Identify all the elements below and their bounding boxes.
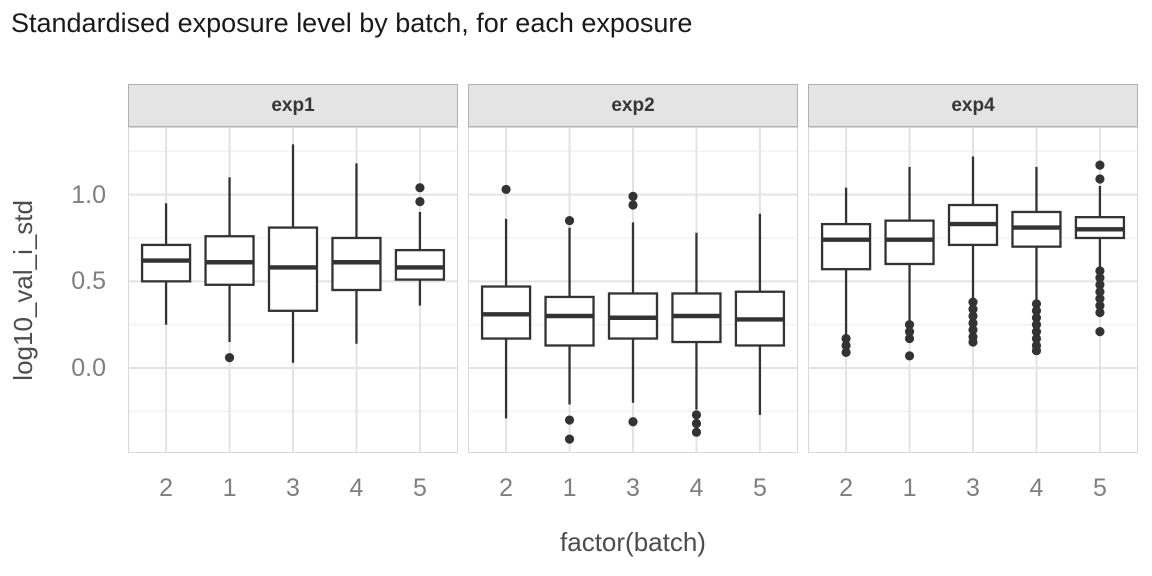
outlier-point: [564, 415, 575, 425]
outlier-point: [841, 347, 851, 358]
outlier-point: [691, 410, 702, 420]
outlier-point: [1095, 287, 1105, 297]
x-tick-label: 4: [1029, 474, 1044, 502]
facet-strip-exp2: exp2: [468, 84, 798, 127]
outlier-point: [904, 333, 915, 344]
y-axis-title: log10_val_i_std: [7, 199, 38, 381]
outlier-point: [224, 353, 235, 363]
facet-strip-exp1: exp1: [128, 84, 458, 127]
facet-panel-exp2: [468, 127, 798, 453]
outlier-point: [904, 351, 915, 361]
x-tick-label: 2: [839, 474, 854, 502]
outlier-point: [968, 311, 978, 321]
outlier-point: [968, 337, 978, 347]
outlier-point: [968, 297, 978, 307]
outlier-point: [1095, 266, 1105, 276]
outlier-point: [1095, 294, 1105, 304]
facet-strip-label: exp1: [271, 94, 315, 116]
outlier-point: [1031, 320, 1042, 330]
x-tick-label: 5: [412, 474, 427, 502]
x-tick-label: 1: [902, 474, 917, 502]
x-tick-label: 5: [752, 474, 767, 502]
boxplot-exp1-batch-4: [331, 163, 382, 344]
outlier-point: [1095, 301, 1105, 311]
outlier-point: [841, 333, 851, 344]
facet-panel-exp4: [808, 127, 1138, 453]
outlier-point: [904, 320, 915, 330]
facet-panel-exp1: [128, 127, 458, 453]
chart-title: Standardised exposure level by batch, fo…: [11, 8, 693, 38]
boxplot-exp1-batch-5: [394, 183, 446, 306]
boxplot-exp1-batch-2: [140, 203, 192, 325]
y-tick-label: 1.0: [71, 180, 106, 209]
boxplot-exp4-batch-1: [884, 166, 935, 361]
outlier-point: [904, 327, 915, 337]
boxplot-exp1-batch-3: [267, 144, 319, 363]
y-axis-title-wrap: log10_val_i_std: [4, 160, 42, 420]
facet-strip-exp4: exp4: [808, 84, 1138, 127]
boxplot-exp2-batch-3: [607, 191, 659, 427]
x-tick-label: 4: [349, 474, 364, 502]
outlier-point: [1031, 313, 1042, 323]
outlier-point: [1095, 273, 1105, 283]
facet-strip-label: exp2: [611, 94, 655, 116]
outlier-point: [1031, 346, 1042, 356]
outlier-point: [1095, 160, 1105, 170]
x-tick-label: 5: [1092, 474, 1107, 502]
boxplot-exp2-batch-2: [480, 184, 532, 419]
outlier-point: [1031, 299, 1042, 309]
boxplot-exp1-batch-1: [204, 177, 255, 363]
x-tick-label: 2: [159, 474, 174, 502]
x-tick-label: 3: [626, 474, 640, 502]
outlier-point: [1031, 333, 1042, 344]
facet-strip-label: exp4: [951, 94, 995, 116]
outlier-point: [968, 325, 978, 335]
boxplot-exp2-batch-4: [671, 232, 722, 437]
outlier-point: [564, 434, 575, 444]
outlier-point: [1095, 174, 1105, 184]
outlier-point: [1095, 327, 1105, 337]
outlier-point: [501, 184, 511, 195]
outlier-point: [415, 196, 425, 207]
boxplot-exp2-batch-1: [544, 216, 595, 444]
outlier-point: [564, 216, 575, 226]
boxplot-exp4-batch-5: [1074, 160, 1126, 337]
x-axis-title: factor(batch): [560, 527, 706, 557]
x-tick-label: 4: [689, 474, 704, 502]
boxplot-exp4-batch-4: [1011, 166, 1062, 356]
outlier-point: [968, 304, 978, 314]
outlier-point: [691, 427, 702, 437]
x-tick-label: 3: [286, 474, 300, 502]
boxplot-exp2-batch-5: [734, 213, 786, 415]
outlier-point: [628, 191, 638, 201]
outlier-point: [628, 417, 638, 427]
outlier-point: [691, 418, 702, 429]
y-tick-label: 0.0: [71, 354, 106, 383]
boxplot-exp4-batch-3: [947, 156, 999, 347]
x-tick-label: 1: [222, 474, 237, 502]
outlier-point: [841, 340, 851, 351]
y-tick-label: 0.5: [71, 267, 106, 296]
outlier-point: [1095, 280, 1105, 290]
outlier-point: [1095, 307, 1105, 318]
boxplot-exp4-batch-2: [820, 187, 872, 358]
outlier-point: [968, 318, 978, 328]
outlier-point: [1031, 327, 1042, 337]
x-tick-label: 2: [499, 474, 514, 502]
x-tick-label: 1: [562, 474, 577, 502]
outlier-point: [415, 183, 425, 193]
outlier-point: [628, 200, 638, 210]
outlier-point: [1031, 306, 1042, 316]
x-tick-label: 3: [966, 474, 980, 502]
